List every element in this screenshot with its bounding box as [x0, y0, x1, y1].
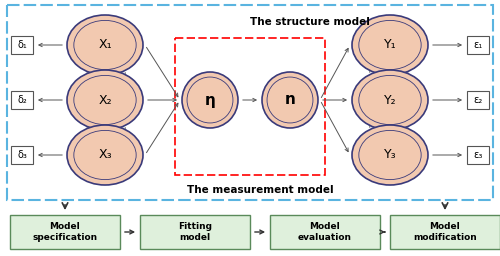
FancyBboxPatch shape: [11, 146, 33, 164]
Ellipse shape: [352, 70, 428, 130]
Text: Y₂: Y₂: [384, 93, 396, 106]
FancyBboxPatch shape: [390, 215, 500, 249]
FancyBboxPatch shape: [11, 91, 33, 109]
Text: ε₂: ε₂: [474, 95, 482, 105]
Ellipse shape: [67, 125, 143, 185]
FancyBboxPatch shape: [10, 215, 120, 249]
Ellipse shape: [182, 72, 238, 128]
Text: Fitting
model: Fitting model: [178, 222, 212, 242]
Text: Y₃: Y₃: [384, 148, 396, 162]
Text: Model
evaluation: Model evaluation: [298, 222, 352, 242]
Text: The structure model: The structure model: [250, 17, 370, 27]
Text: δ₂: δ₂: [17, 95, 27, 105]
Text: Y₁: Y₁: [384, 38, 396, 51]
Text: X₂: X₂: [98, 93, 112, 106]
FancyBboxPatch shape: [140, 215, 250, 249]
Ellipse shape: [352, 125, 428, 185]
FancyBboxPatch shape: [467, 146, 489, 164]
Text: X₁: X₁: [98, 38, 112, 51]
Text: δ₃: δ₃: [17, 150, 27, 160]
FancyBboxPatch shape: [11, 36, 33, 54]
Text: ε₁: ε₁: [474, 40, 482, 50]
Text: δ₁: δ₁: [17, 40, 27, 50]
Text: η: η: [204, 92, 216, 108]
Text: ε₃: ε₃: [474, 150, 482, 160]
FancyBboxPatch shape: [467, 36, 489, 54]
Text: The measurement model: The measurement model: [186, 185, 334, 195]
Text: Model
modification: Model modification: [413, 222, 477, 242]
Text: X₃: X₃: [98, 148, 112, 162]
Ellipse shape: [67, 70, 143, 130]
Ellipse shape: [352, 15, 428, 75]
FancyBboxPatch shape: [467, 91, 489, 109]
FancyBboxPatch shape: [270, 215, 380, 249]
Text: Model
specification: Model specification: [32, 222, 98, 242]
Text: n: n: [284, 92, 296, 108]
Ellipse shape: [67, 15, 143, 75]
Ellipse shape: [262, 72, 318, 128]
